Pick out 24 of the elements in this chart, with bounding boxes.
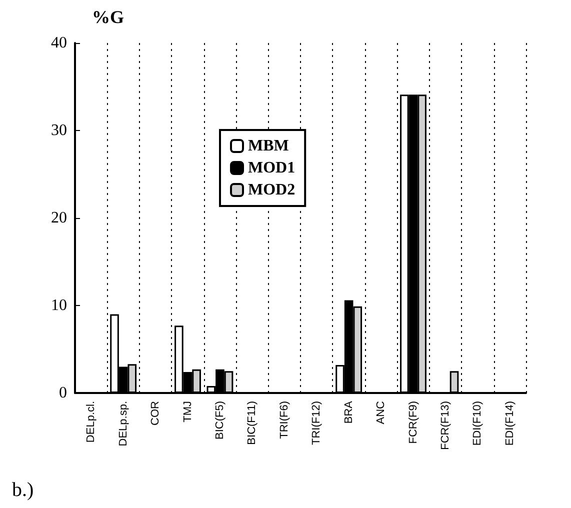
x-tick-label: DELp.sp.: [117, 401, 130, 446]
x-tick-label: COR: [150, 400, 162, 426]
y-tick-label: 20: [51, 210, 67, 226]
x-tick-label: ANC: [375, 400, 388, 424]
x-tick-label: TRI(F6): [278, 401, 290, 439]
x-tick-label: BRA: [342, 400, 355, 424]
y-tick-label: 40: [51, 34, 67, 52]
legend-label: MBM: [248, 138, 289, 154]
text: b.): [12, 479, 34, 501]
x-tick-label: EDI(F10): [472, 401, 484, 446]
legend-label: MOD1: [248, 160, 296, 176]
y-tick-label: 0: [59, 384, 67, 402]
x-tick-label: EDI(F14): [504, 401, 516, 446]
y-tick-label: 10: [51, 297, 67, 314]
x-tick-label: TRI(F12): [310, 401, 323, 445]
x-tick-label: FCR(F9): [407, 401, 420, 444]
x-tick-label: BIC(F11): [246, 401, 258, 445]
x-tick-label: TMJ: [182, 401, 194, 422]
x-tick-label: DELp.cl.: [85, 401, 98, 443]
x-tick-label: FCR(F13): [439, 401, 452, 450]
legend-label: MOD2: [248, 182, 296, 198]
x-tick-label: BIC(F5): [214, 401, 226, 440]
y-axis-title: %G: [92, 7, 124, 27]
y-tick-label: 30: [51, 122, 67, 139]
